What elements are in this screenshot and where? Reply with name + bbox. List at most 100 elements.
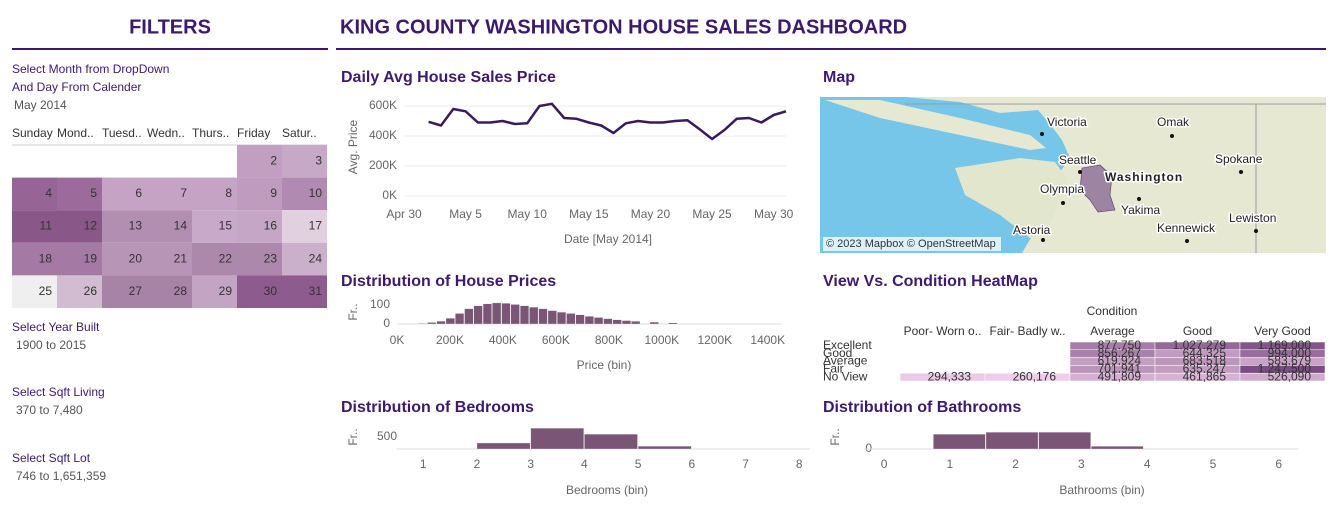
cell-label: 294,333	[928, 369, 972, 383]
histogram-bar	[510, 304, 520, 325]
calendar-day[interactable]	[147, 275, 192, 308]
column-header: Good	[1183, 324, 1212, 338]
histogram-bar	[547, 310, 557, 325]
calendar-day[interactable]	[57, 275, 102, 308]
calendar-day[interactable]	[192, 242, 237, 276]
chart-title: View Vs. Condition HeatMap	[823, 273, 1038, 290]
calendar-day[interactable]	[12, 177, 57, 211]
dashboard-title: KING COUNTY WASHINGTON HOUSE SALES DASHB…	[340, 16, 907, 38]
weekday-header: Mond..	[57, 126, 94, 140]
histogram-bar	[538, 308, 548, 325]
calendar-day-number: 5	[90, 186, 97, 200]
x-tick-label: 4	[1144, 457, 1151, 471]
map-title: Map	[823, 69, 855, 86]
calendar-day-number: 15	[219, 219, 233, 233]
x-axis-label: Bathrooms (bin)	[1059, 483, 1144, 497]
x-tick-label: 800K	[595, 333, 623, 347]
calendar-day-number: 10	[309, 186, 323, 200]
month-dropdown[interactable]: May 2014	[14, 98, 67, 112]
calendar-day[interactable]	[57, 242, 102, 276]
city-dot	[1040, 132, 1044, 136]
histogram-bar	[519, 305, 529, 325]
city-dot	[1254, 229, 1258, 233]
histogram-bar	[566, 313, 576, 325]
cell-label: 877,750	[1098, 338, 1142, 352]
y-axis-label: Fr..	[828, 428, 842, 445]
histogram-bar	[492, 302, 502, 325]
column-header: Very Good	[1254, 324, 1311, 338]
histogram-bar	[445, 318, 455, 325]
y-tick-label: 0	[865, 441, 872, 455]
y-tick-label: 400K	[369, 128, 397, 142]
calendar-day[interactable]	[237, 275, 282, 308]
calendar-day[interactable]	[282, 275, 327, 308]
calendar-day[interactable]	[192, 177, 237, 211]
filter-value[interactable]: 1900 to 2015	[16, 338, 86, 352]
calendar-day[interactable]	[12, 210, 57, 243]
x-tick-label: May 5	[449, 207, 482, 221]
calendar-day[interactable]	[237, 145, 282, 178]
y-axis-label: Fr..	[346, 428, 360, 445]
histogram-bar	[427, 322, 437, 325]
calendar-day-number: 13	[129, 219, 143, 233]
calendar-day[interactable]	[192, 210, 237, 243]
histogram-bar	[933, 433, 986, 450]
cell-label: 1,169,000	[1258, 338, 1312, 352]
cell-label: 1,027,279	[1173, 338, 1227, 352]
x-tick-label: 6	[688, 457, 695, 471]
histogram-bar	[530, 427, 584, 450]
place-label: Astoria	[1013, 223, 1051, 237]
x-tick-label: May 30	[754, 207, 794, 221]
calendar-day[interactable]	[102, 177, 147, 211]
calendar-day[interactable]	[282, 242, 327, 276]
map[interactable]: © 2023 Mapbox © OpenStreetMap	[820, 97, 1326, 253]
calendar-day[interactable]	[282, 145, 327, 178]
calendar-day[interactable]	[282, 210, 327, 243]
place-label: Kennewick	[1157, 221, 1216, 235]
calendar-day[interactable]	[12, 275, 57, 308]
cell-label: 583,679	[1268, 354, 1312, 368]
calendar-day-number: 7	[180, 186, 187, 200]
histogram-bar	[985, 432, 1039, 450]
calendar-day[interactable]	[147, 210, 192, 243]
calendar-day[interactable]	[237, 242, 282, 276]
histogram-bar	[612, 319, 622, 325]
calendar-day[interactable]	[147, 177, 192, 211]
histogram-bar	[476, 442, 531, 450]
calendar-day-number: 22	[219, 251, 233, 265]
histogram-bar	[482, 303, 492, 325]
line	[428, 102, 787, 141]
calendar-day[interactable]	[102, 242, 147, 276]
filter-value[interactable]: 370 to 7,480	[16, 403, 83, 417]
calendar-day-number: 27	[129, 284, 143, 298]
calendar-day[interactable]	[237, 177, 282, 211]
cell-label: 635,247	[1183, 361, 1227, 375]
calendar-day[interactable]	[192, 275, 237, 308]
histogram-bar	[584, 316, 594, 325]
calendar-day[interactable]	[102, 275, 147, 308]
calendar-day[interactable]	[237, 210, 282, 243]
calendar-day-number: 17	[309, 219, 323, 233]
y-tick-label: 100	[370, 297, 390, 311]
calendar-day[interactable]	[147, 242, 192, 276]
x-tick-label: 5	[1210, 457, 1217, 471]
place-label: Seattle	[1059, 153, 1097, 167]
calendar-day[interactable]	[12, 242, 57, 276]
calendar-day[interactable]	[102, 210, 147, 243]
x-tick-label: 7	[742, 457, 749, 471]
calendar-day[interactable]	[57, 210, 102, 243]
place-label: Lewiston	[1229, 211, 1276, 225]
calendar-day[interactable]	[282, 177, 327, 211]
filter-value[interactable]: 746 to 1,651,359	[16, 469, 106, 483]
histogram-bar	[1038, 432, 1091, 450]
filter-label: And Day From Calender	[12, 80, 141, 94]
weekday-header: Tuesd..	[102, 126, 142, 140]
row-header: No View	[823, 369, 868, 383]
calendar-day[interactable]	[57, 177, 102, 211]
y-tick-label: 0	[383, 316, 390, 330]
calendar-day-number: 2	[270, 153, 277, 167]
city-dot	[1078, 170, 1082, 174]
calendar-day-number: 3	[315, 153, 322, 167]
histogram-bar	[584, 433, 638, 450]
chart-title: Distribution of Bathrooms	[823, 399, 1021, 416]
